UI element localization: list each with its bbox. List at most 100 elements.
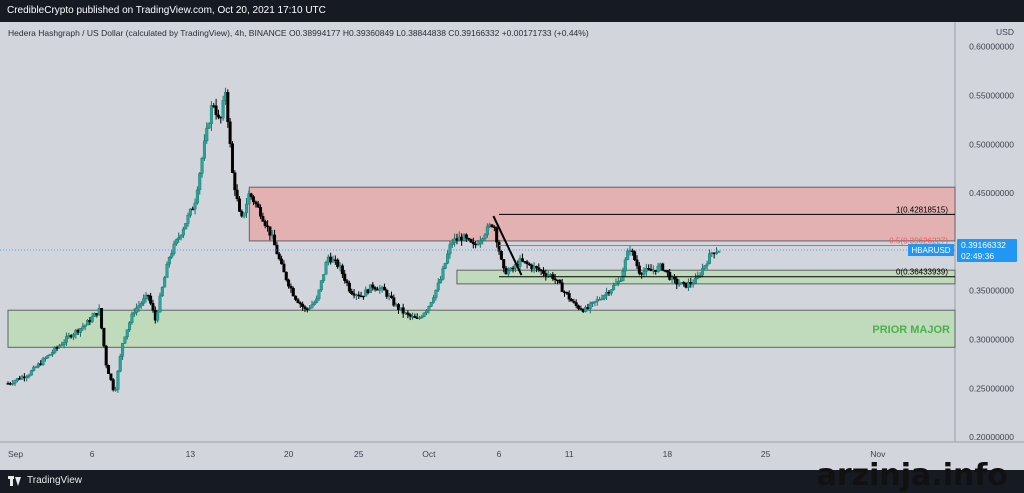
candle-body [616,281,620,284]
candle-body [202,140,206,159]
candle-body [705,263,709,266]
candle-body [656,265,660,272]
candle-body [195,189,199,204]
candle-body [259,207,263,217]
candle-body [593,301,597,303]
candle-body [289,285,293,289]
candle-body [146,294,150,297]
x-tick-label-10: Nov [870,449,886,459]
y-tick-label-7: 0.25000000 [969,383,1014,393]
last-price-value: 0.39166332 [961,240,1006,250]
candle-body [591,301,595,304]
candle-body [446,253,450,264]
candle-body [499,251,503,260]
candle-body [53,347,57,353]
candle-body [100,308,104,329]
candle-body [111,379,115,391]
candle-body [509,267,513,271]
candle-body [214,105,218,116]
candle-body [177,237,181,240]
y-tick-label-5: 0.35000000 [969,286,1014,296]
candle-body [315,298,319,303]
prior-major-zone [7,309,956,348]
candle-body [537,267,541,271]
candle-body [385,290,389,297]
candle-body [609,289,613,294]
candle-body [317,289,321,299]
candle-body [287,279,291,287]
symbol-legend: Hedera Hashgraph / US Dollar (calculated… [8,28,589,38]
legend-key: L [396,28,401,38]
candle-body [81,326,85,329]
candle-body [633,251,637,261]
candle-body [378,288,382,291]
candle-body [441,268,445,280]
candle-body [497,241,501,252]
candle-body [273,234,277,246]
candle-body [144,294,148,299]
candle-body [280,258,284,265]
legend-value: 0.38994177 [296,28,343,38]
x-tick-label-3: 20 [284,449,294,459]
candle-body [448,244,452,255]
x-tick-label-4: 25 [354,449,364,459]
candle-body [36,363,40,368]
candle-body [216,114,220,118]
x-tick-label-5: Oct [422,449,436,459]
candle-body [237,198,241,212]
candle-body [11,382,15,385]
candle-body [303,306,307,309]
candle-body [331,259,335,263]
candle-body [151,303,155,311]
candle-body [406,312,410,315]
candle-body [418,317,422,319]
candle-body [520,258,524,262]
candle-body [534,266,538,268]
candle-body [605,292,609,296]
legend-value: 0.38844838 [401,28,448,38]
candle-body [707,253,711,265]
candle-body [525,261,529,265]
candle-body [160,286,164,297]
legend-key: C [448,28,454,38]
candle-body [453,238,457,243]
price-axis-panel [955,22,1024,442]
candle-body [630,250,634,252]
candle-body [675,278,679,285]
candle-body [249,193,253,197]
candle-body [623,259,627,272]
candle-body [163,277,167,288]
candle-body [392,297,396,306]
candle-body [298,302,302,305]
candle-body [691,283,695,285]
tradingview-icon [8,475,22,486]
candle-body [245,203,249,214]
candle-body [408,314,412,317]
candle-body [467,238,471,240]
candle-body [368,284,372,294]
candle-body [476,243,480,246]
candle-body [469,239,473,243]
chart-area[interactable]: 1(0.42818515) 0.5(0.39626227) 0(0.36433939… [0,22,1024,470]
candle-body [413,316,417,318]
candle-body [230,143,234,173]
candle-body [55,347,59,349]
candle-body [172,243,176,254]
candle-body [432,297,436,303]
candle-body [291,288,295,297]
candle-body [27,374,31,377]
legend-value: 0.39166332 [454,28,501,38]
tradingview-logo[interactable]: TradingView [8,475,82,486]
candle-body [420,316,424,318]
candle-body [614,283,618,286]
candle-body [193,202,197,210]
candle-body [626,250,630,261]
candle-body [170,253,174,258]
candle-body [471,242,475,245]
candle-body [570,299,574,302]
candle-body [60,344,64,346]
candle-body [612,285,616,291]
price-chart[interactable]: 1(0.42818515) 0.5(0.39626227) 0(0.36433939… [0,22,1024,470]
candle-body [661,263,665,271]
candle-body [57,345,61,348]
